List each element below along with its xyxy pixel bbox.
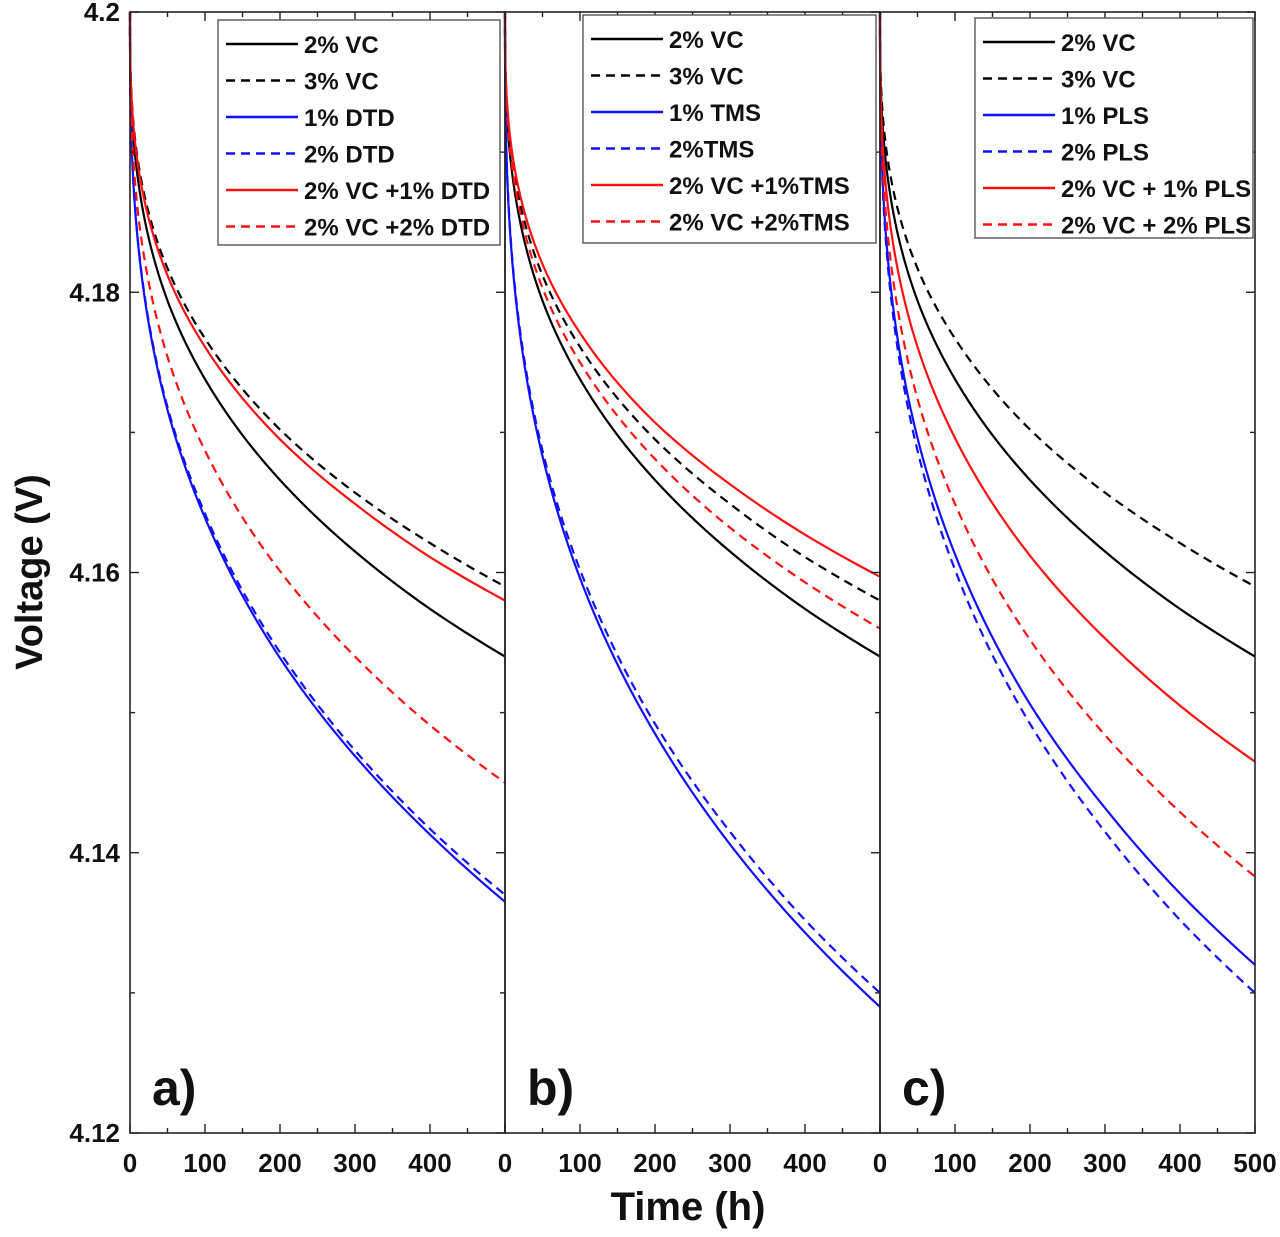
legend-label: 2%TMS [669, 137, 754, 164]
x-tick-label: 400 [408, 1148, 451, 1178]
series-line-5 [503, 12, 881, 630]
y-tick-label: 4.12 [69, 1118, 120, 1148]
series-line-1 [503, 12, 881, 602]
series-line-5 [128, 12, 506, 784]
legend-label: 1% DTD [304, 105, 395, 132]
legend-label: 2% DTD [304, 142, 395, 169]
legend-label: 2% VC +1%TMS [669, 173, 850, 200]
series-line-3 [503, 12, 881, 994]
x-tick-label: 100 [933, 1148, 976, 1178]
legend-label: 2% VC +2% DTD [304, 215, 490, 242]
legend: 2% VC 3% VC 1% DTD 2% DTD 2% VC +1% DTD 2% VC… [217, 19, 501, 246]
x-tick-label: 100 [558, 1148, 601, 1178]
x-tick-label: 0 [498, 1148, 512, 1178]
x-tick-label: 300 [708, 1148, 751, 1178]
series-line-4 [128, 12, 506, 602]
y-axis: 4.12 4.14 4.16 4.18 4.2 [69, 0, 139, 1148]
x-tick-label: 200 [1008, 1148, 1051, 1178]
x-tick-label: 0 [123, 1148, 137, 1178]
series-line-5 [878, 12, 1256, 878]
panel-c: 0 100 200 300 400 500 c) 2% VC 3% VC 1% PLS 2% PLS… [873, 11, 1277, 1178]
series-line-3 [128, 12, 506, 896]
legend-label: 2% VC + 1% PLS [1061, 176, 1251, 203]
x-tick-label: 100 [183, 1148, 226, 1178]
x-tick-label: 200 [633, 1148, 676, 1178]
panel-label: c) [902, 1060, 946, 1116]
panel-label: a) [152, 1060, 196, 1116]
legend-box [217, 19, 501, 246]
x-tick-label: 0 [873, 1148, 887, 1178]
series-line-0 [128, 12, 506, 658]
y-tick-label: 4.2 [84, 0, 120, 27]
y-tick-label: 4.16 [69, 558, 120, 588]
legend-label: 2% VC + 2% PLS [1061, 213, 1251, 240]
legend-label: 3% VC [304, 69, 379, 96]
x-tick-label: 200 [258, 1148, 301, 1178]
series-line-0 [878, 12, 1256, 658]
y-tick-label: 4.14 [69, 838, 120, 868]
series-line-4 [878, 12, 1256, 763]
legend-label: 1% TMS [669, 100, 761, 127]
x-tick-label: 400 [1158, 1148, 1201, 1178]
legend-label: 2% PLS [1061, 140, 1149, 167]
series-line-2 [128, 12, 506, 903]
legend-label: 2% VC [1061, 30, 1136, 57]
y-tick-label: 4.18 [69, 277, 120, 307]
legend: 2% VC 3% VC 1% PLS 2% PLS 2% VC + 1% PLS 2% V… [974, 17, 1254, 240]
x-axis-label: Time (h) [611, 1185, 766, 1229]
series-line-4 [503, 12, 881, 578]
legend-label: 2% VC [669, 27, 744, 54]
x-tick-label: 400 [783, 1148, 826, 1178]
series-line-2 [503, 12, 881, 1008]
legend-label: 3% VC [669, 64, 744, 91]
series-line-3 [878, 12, 1256, 994]
legend-label: 1% PLS [1061, 103, 1149, 130]
legend-label: 2% VC [304, 32, 379, 59]
legend-box [582, 14, 877, 244]
panel-label: b) [527, 1060, 574, 1116]
series-line-1 [878, 12, 1256, 588]
legend-box [974, 17, 1254, 239]
series-line-1 [128, 12, 506, 588]
y-axis-label: Voltage (V) [9, 474, 51, 670]
x-tick-label: 500 [1233, 1148, 1276, 1178]
series-line-0 [503, 12, 881, 658]
legend-label: 2% VC +2%TMS [669, 210, 850, 237]
x-tick-label: 300 [1083, 1148, 1126, 1178]
legend-label: 2% VC +1% DTD [304, 178, 490, 205]
x-tick-label: 300 [333, 1148, 376, 1178]
legend: 2% VC 3% VC 1% TMS 2%TMS 2% VC +1%TMS 2% VC +… [582, 14, 877, 244]
legend-label: 3% VC [1061, 67, 1136, 94]
